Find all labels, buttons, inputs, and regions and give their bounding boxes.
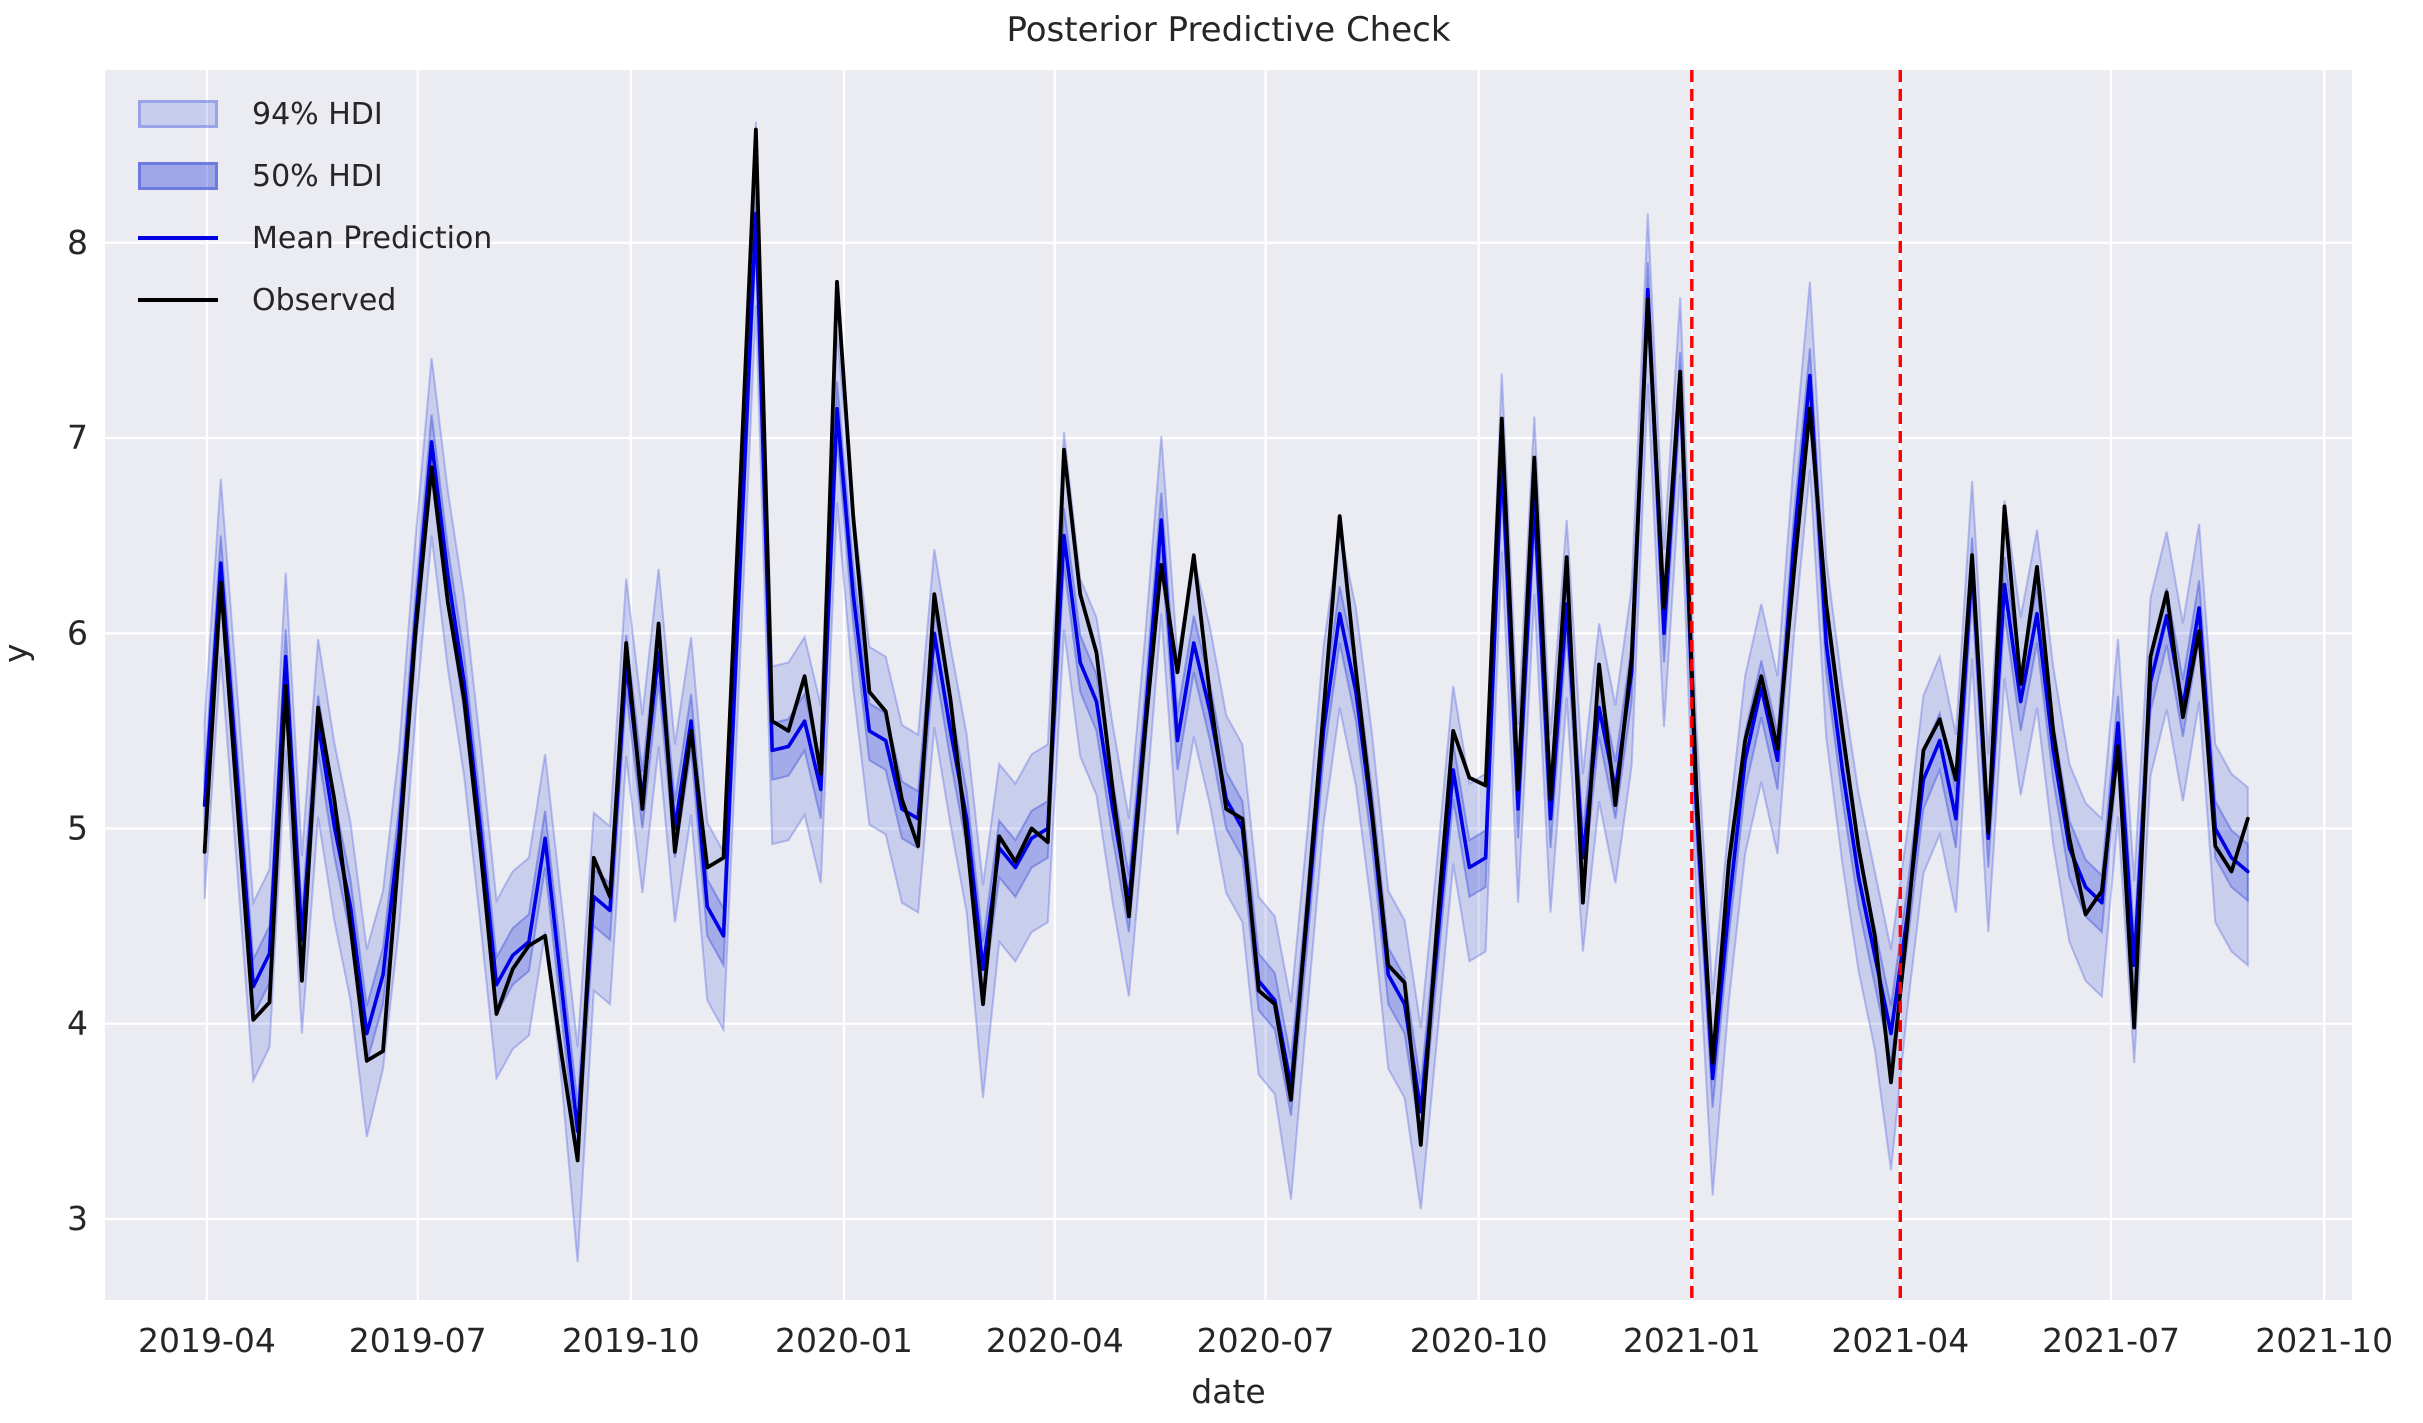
x-tick-label: 2019-10 (562, 1321, 700, 1360)
hdi50-swatch-icon (138, 162, 218, 190)
y-tick-label: 7 (67, 418, 88, 457)
legend-item-observed: Observed (138, 278, 492, 322)
legend-label-50-hdi: 50% HDI (252, 158, 383, 194)
x-tick-label: 2021-10 (2255, 1321, 2393, 1360)
hdi94-band (203, 121, 2249, 1262)
hdi94-swatch-icon (138, 100, 218, 128)
legend-item-94-hdi: 94% HDI (138, 92, 492, 136)
y-axis-label: y (0, 643, 35, 663)
observed-line (202, 127, 2250, 1163)
x-tick-label: 2020-07 (1197, 1321, 1335, 1360)
y-tick-label: 8 (67, 223, 88, 262)
legend-label-mean-prediction: Mean Prediction (252, 220, 493, 256)
x-tick-label: 2021-04 (1831, 1321, 1969, 1360)
legend-label-94-hdi: 94% HDI (252, 96, 383, 132)
x-tick-label: 2021-01 (1623, 1321, 1761, 1360)
observed-line-swatch-icon (138, 298, 218, 302)
x-tick-label: 2020-01 (775, 1321, 913, 1360)
y-tick-label: 4 (67, 1004, 88, 1043)
x-tick-label: 2020-10 (1410, 1321, 1548, 1360)
chart-title: Posterior Predictive Check (1006, 10, 1451, 50)
x-tick-label: 2019-07 (349, 1321, 487, 1360)
x-axis-label: date (1191, 1372, 1266, 1411)
y-tick-label: 5 (67, 809, 88, 848)
legend: 94% HDI 50% HDI Mean Prediction Observed (138, 92, 492, 340)
legend-label-observed: Observed (252, 282, 397, 318)
legend-item-50-hdi: 50% HDI (138, 154, 492, 198)
legend-item-mean-prediction: Mean Prediction (138, 216, 492, 260)
x-tick-label: 2020-04 (986, 1321, 1124, 1360)
y-tick-label: 3 (67, 1199, 88, 1238)
y-tick-label: 6 (67, 613, 88, 652)
x-tick-label: 2019-04 (138, 1321, 276, 1360)
x-tick-label: 2021-07 (2042, 1321, 2180, 1360)
mean-line-swatch-icon (138, 236, 218, 240)
